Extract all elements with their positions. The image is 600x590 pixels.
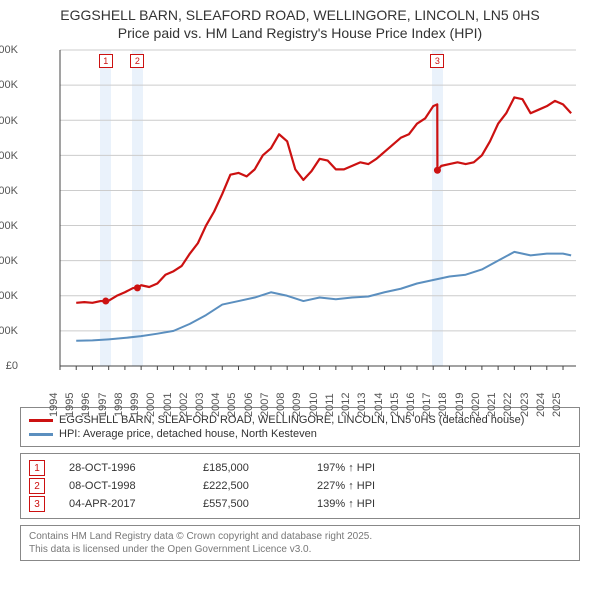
- annotation-hpi: 227% ↑ HPI: [317, 480, 407, 492]
- chart-svg: [20, 46, 580, 401]
- annotation-price: £222,500: [203, 480, 293, 492]
- annotation-hpi: 139% ↑ HPI: [317, 498, 407, 510]
- footer-line1: Contains HM Land Registry data © Crown c…: [29, 531, 372, 542]
- annotation-date: 04-APR-2017: [69, 498, 179, 510]
- y-tick-label: £700K: [0, 115, 20, 127]
- legend-label: HPI: Average price, detached house, Nort…: [59, 428, 317, 440]
- annotation-row: 3 04-APR-2017 £557,500 139% ↑ HPI: [29, 496, 571, 512]
- data-attribution: Contains HM Land Registry data © Crown c…: [20, 525, 580, 561]
- y-tick-label: £100K: [0, 325, 20, 337]
- sale-marker-1: 1: [99, 54, 113, 68]
- property-line: [76, 98, 571, 303]
- y-tick-label: £500K: [0, 185, 20, 197]
- sale-marker-3: 3: [430, 54, 444, 68]
- legend-swatch: [29, 419, 53, 422]
- y-tick-label: £200K: [0, 290, 20, 302]
- footer-line2: This data is licensed under the Open Gov…: [29, 544, 311, 555]
- chart-title: EGGSHELL BARN, SLEAFORD ROAD, WELLINGORE…: [0, 0, 600, 42]
- annotation-date: 28-OCT-1996: [69, 462, 179, 474]
- y-tick-label: £900K: [0, 44, 20, 56]
- sale-point-1: [102, 298, 109, 305]
- y-tick-label: £300K: [0, 255, 20, 267]
- y-tick-label: £400K: [0, 220, 20, 232]
- sale-point-3: [434, 167, 441, 174]
- sale-marker-2: 2: [130, 54, 144, 68]
- y-tick-label: £800K: [0, 79, 20, 91]
- y-tick-label: £600K: [0, 150, 20, 162]
- annotation-price: £557,500: [203, 498, 293, 510]
- annotation-hpi: 197% ↑ HPI: [317, 462, 407, 474]
- annotation-number: 2: [29, 478, 45, 494]
- hpi-line: [76, 252, 571, 341]
- sale-point-2: [134, 285, 141, 292]
- annotation-row: 1 28-OCT-1996 £185,000 197% ↑ HPI: [29, 460, 571, 476]
- y-tick-label: £0: [6, 360, 20, 372]
- price-chart: 123£0£100K£200K£300K£400K£500K£600K£700K…: [20, 46, 580, 401]
- annotation-price: £185,000: [203, 462, 293, 474]
- title-line2: Price paid vs. HM Land Registry's House …: [118, 25, 482, 41]
- annotation-number: 1: [29, 460, 45, 476]
- legend-row: HPI: Average price, detached house, Nort…: [29, 428, 571, 440]
- annotation-date: 08-OCT-1998: [69, 480, 179, 492]
- title-line1: EGGSHELL BARN, SLEAFORD ROAD, WELLINGORE…: [60, 7, 540, 23]
- sales-annotations: 1 28-OCT-1996 £185,000 197% ↑ HPI 2 08-OCT-19…: [20, 453, 580, 519]
- annotation-number: 3: [29, 496, 45, 512]
- annotation-row: 2 08-OCT-1998 £222,500 227% ↑ HPI: [29, 478, 571, 494]
- legend-swatch: [29, 433, 53, 436]
